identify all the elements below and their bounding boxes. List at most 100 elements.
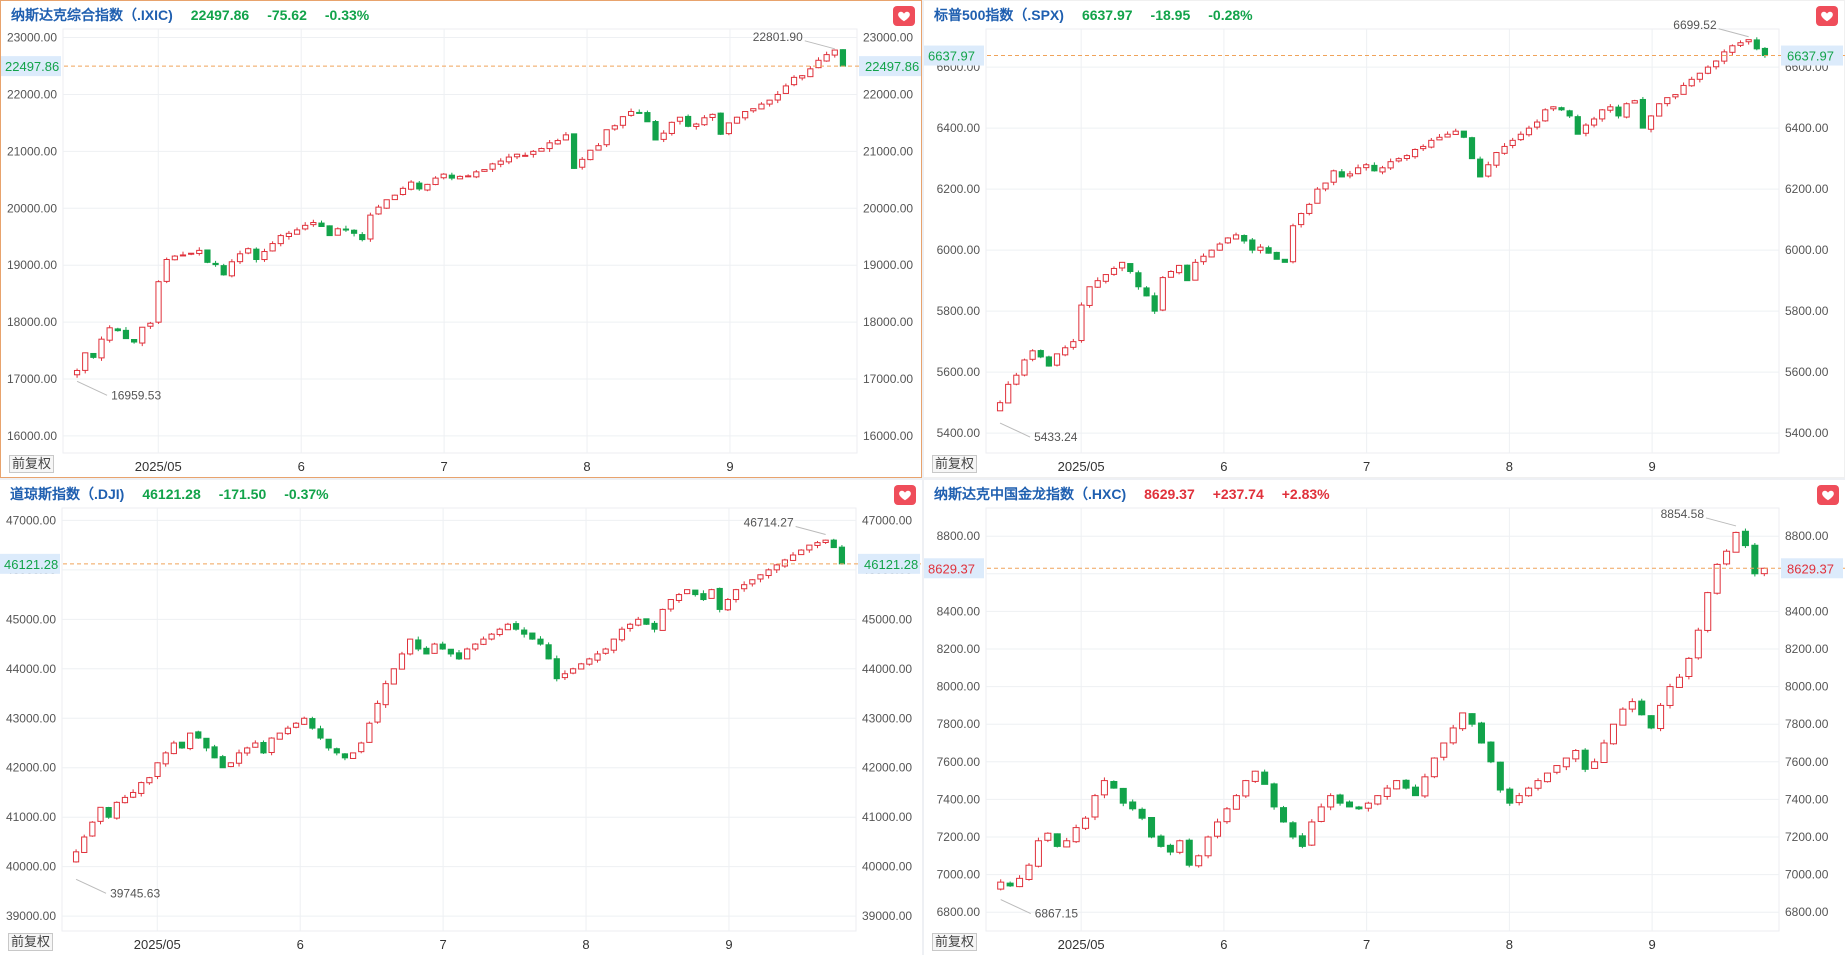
index-name[interactable]: 纳斯达克综合指数（.IXIC) [11,7,173,23]
favorite-heart-icon[interactable] [1816,6,1838,26]
y-tick-label-left: 8800.00 [937,529,981,543]
candle-body [1411,148,1419,158]
candle-body [1062,347,1069,356]
candle-up [424,183,431,192]
candle-body [1159,277,1166,311]
adjustment-toggle-button[interactable]: 前复权 [8,933,54,951]
favorite-heart-icon[interactable] [1817,485,1839,505]
candle-up [244,746,251,756]
candle-body [1440,742,1448,758]
y-tick-label-left: 22000.00 [7,87,57,101]
candle-down [1281,258,1288,263]
candle-up [1034,837,1042,868]
index-name[interactable]: 标普500指数（.SPX) [934,7,1064,23]
candle-body [1034,840,1042,867]
candle-body [488,633,495,640]
candle-up [1403,154,1411,161]
candle-body [709,113,716,118]
candle-body [546,142,553,150]
candle-up [675,592,683,603]
candle-down [1119,787,1127,807]
candlestick-chart[interactable]: 5400.00 5400.00 5600.00 5600.00 5800.00 5800.… [924,1,1845,479]
panel-hxc[interactable]: 纳斯达克中国金龙指数（.HXC) 8629.37 +237.74 +2.83% … [922,478,1845,955]
adjustment-toggle-button[interactable]: 前复权 [9,455,55,473]
y-tick-label-right: 7800.00 [1785,717,1829,731]
candle-body [1021,359,1028,376]
candle-up [252,740,259,748]
low-label: 6867.15 [1035,907,1079,921]
candle-body [1383,787,1391,797]
current-price-label-right: 6637.97 [1787,49,1834,64]
x-tick-label: 6 [1220,459,1227,474]
candle-down [1468,713,1476,727]
candlestick-chart[interactable]: 6800.00 6800.00 7000.00 7000.00 7200.00 7200.… [924,480,1845,957]
panel-spx[interactable]: 标普500指数（.SPX) 6637.97 -18.95 -0.28% 5400… [922,0,1845,478]
x-tick-label: 2025/05 [135,459,182,474]
candle-body [1387,161,1394,169]
candle-up [742,111,749,121]
candle-up [1685,656,1693,680]
candle-up [1224,237,1232,244]
candle-down [1741,528,1749,548]
candle-up [1591,758,1599,769]
candle-up [806,544,813,553]
candle-up [440,173,447,180]
candle-down [1638,698,1646,716]
y-tick-label-left: 18000.00 [7,315,57,329]
y-tick-label-left: 7800.00 [937,717,981,731]
candle-body [594,653,601,661]
candle-body [1045,356,1052,367]
candle-body [561,673,569,679]
y-tick-label-left: 47000.00 [6,513,56,527]
candle-body [1345,801,1354,808]
candlestick-chart[interactable]: 39000.00 39000.00 40000.00 40000.00 41000.00… [0,480,922,957]
candle-body [1713,563,1721,594]
index-name[interactable]: 纳斯达克中国金龙指数（.HXC) [934,486,1127,502]
y-tick-label-left: 16000.00 [7,429,57,443]
candle-up [97,806,104,825]
candle-down [122,327,130,340]
candle-body [472,643,479,650]
candlestick-chart[interactable]: 16000.00 16000.00 17000.00 17000.00 18000.00… [1,1,923,479]
candle-up [1216,242,1223,251]
candle-up [1314,187,1321,204]
candle-body [1072,827,1080,843]
candle-body [1249,239,1256,251]
candle-body [757,574,764,580]
candle-up [676,116,684,125]
candle-body [90,352,97,358]
candle-up [407,638,414,656]
candle-up [1430,757,1438,779]
candle-body [138,782,145,794]
candle-up [1664,97,1671,107]
candle-body [408,181,415,190]
candle-up [733,116,741,124]
candle-body [1745,39,1752,43]
candle-body [1449,727,1457,744]
panel-dji[interactable]: 道琼斯指数（.DJI) 46121.28 -171.50 -0.37% 3900… [0,478,922,955]
candle-body [1306,203,1313,214]
favorite-heart-icon[interactable] [894,485,916,505]
adjustment-toggle-button[interactable]: 前复权 [932,933,978,951]
candle-body [415,639,422,650]
y-tick-label-right: 5400.00 [1785,426,1829,440]
candle-body [398,653,406,670]
candle-body [326,225,333,237]
panel-ixic[interactable]: 纳斯达克综合指数（.IXIC) 22497.86 -75.62 -0.33% 1… [0,0,923,479]
current-price-badge-left [924,558,984,579]
candle-body [1192,261,1199,281]
candle-body [277,235,284,245]
adjustment-toggle-button[interactable]: 前复权 [932,455,978,473]
candle-body [806,544,813,551]
candle-down [1289,821,1297,840]
candle-body [1317,806,1325,822]
candle-down [448,172,455,181]
index-name[interactable]: 道琼斯指数（.DJI) [10,486,125,502]
favorite-heart-icon[interactable] [893,6,915,26]
y-tick-label-left: 19000.00 [7,258,57,272]
candle-up [171,255,178,261]
candle-body [530,150,537,155]
candle-up [367,212,374,242]
candle-body [1086,286,1093,306]
candle-body [1346,173,1354,177]
